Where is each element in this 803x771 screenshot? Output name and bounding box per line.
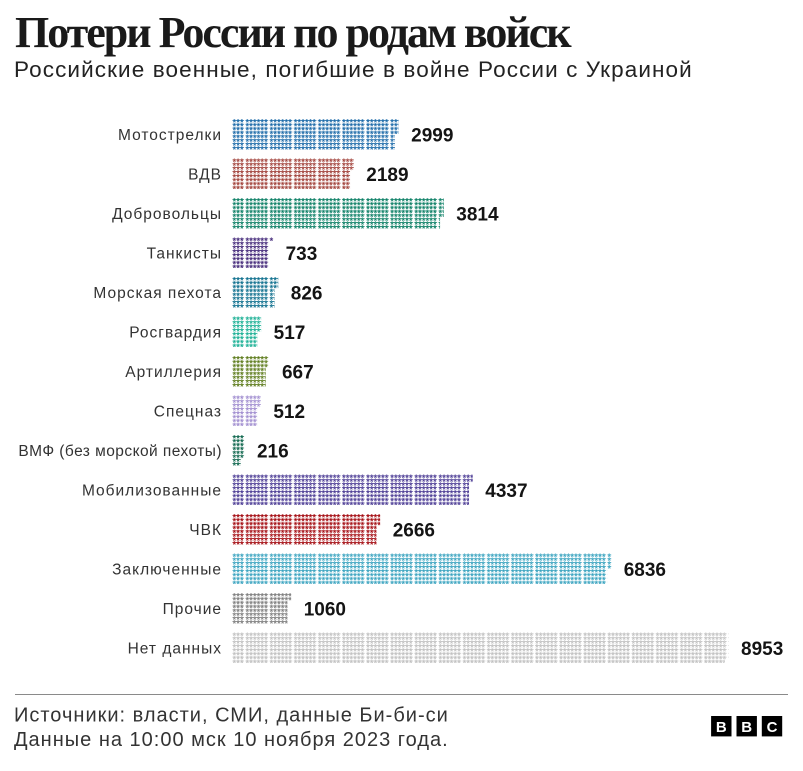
svg-text:Спецназ: Спецназ bbox=[154, 403, 222, 420]
svg-text:Росгвардия: Росгвардия bbox=[129, 324, 222, 341]
svg-text:ВДВ: ВДВ bbox=[188, 166, 222, 183]
svg-text:4337: 4337 bbox=[485, 481, 527, 502]
svg-text:2999: 2999 bbox=[411, 125, 453, 146]
svg-text:B: B bbox=[741, 719, 752, 736]
svg-text:Танкисты: Танкисты bbox=[147, 245, 222, 262]
svg-text:Заключенные: Заключенные bbox=[112, 561, 222, 578]
svg-text:216: 216 bbox=[257, 441, 289, 462]
svg-text:Нет данных: Нет данных bbox=[128, 640, 222, 657]
svg-text:733: 733 bbox=[286, 244, 318, 265]
svg-text:1060: 1060 bbox=[304, 599, 346, 620]
svg-text:667: 667 bbox=[282, 362, 314, 383]
svg-text:Российские военные, погибшие в: Российские военные, погибшие в войне Рос… bbox=[14, 57, 693, 82]
svg-text:517: 517 bbox=[274, 323, 306, 344]
svg-text:512: 512 bbox=[273, 402, 305, 423]
svg-text:ВМФ (без морской пехоты): ВМФ (без морской пехоты) bbox=[18, 443, 222, 460]
svg-text:826: 826 bbox=[291, 283, 323, 304]
svg-text:Прочие: Прочие bbox=[163, 601, 222, 618]
svg-text:ЧВК: ЧВК bbox=[189, 522, 222, 539]
svg-text:Данные на 10:00 мск 10 ноября: Данные на 10:00 мск 10 ноября 2023 года. bbox=[14, 729, 449, 751]
svg-text:B: B bbox=[716, 719, 727, 736]
svg-text:6836: 6836 bbox=[624, 560, 666, 581]
svg-text:Мобилизованные: Мобилизованные bbox=[82, 482, 222, 499]
svg-text:Добровольцы: Добровольцы bbox=[112, 206, 222, 223]
svg-text:Потери России по родам войск: Потери России по родам войск bbox=[15, 8, 572, 57]
svg-text:Мотострелки: Мотострелки bbox=[118, 127, 222, 144]
svg-text:Артиллерия: Артиллерия bbox=[125, 364, 222, 381]
svg-text:8953: 8953 bbox=[741, 639, 783, 660]
svg-text:C: C bbox=[767, 719, 778, 736]
svg-text:3814: 3814 bbox=[456, 204, 499, 225]
svg-text:Источники: власти, СМИ, данные: Источники: власти, СМИ, данные Би-би-си bbox=[14, 705, 449, 727]
svg-text:2666: 2666 bbox=[393, 520, 435, 541]
svg-text:2189: 2189 bbox=[366, 165, 408, 186]
svg-text:Морская пехота: Морская пехота bbox=[93, 285, 222, 302]
